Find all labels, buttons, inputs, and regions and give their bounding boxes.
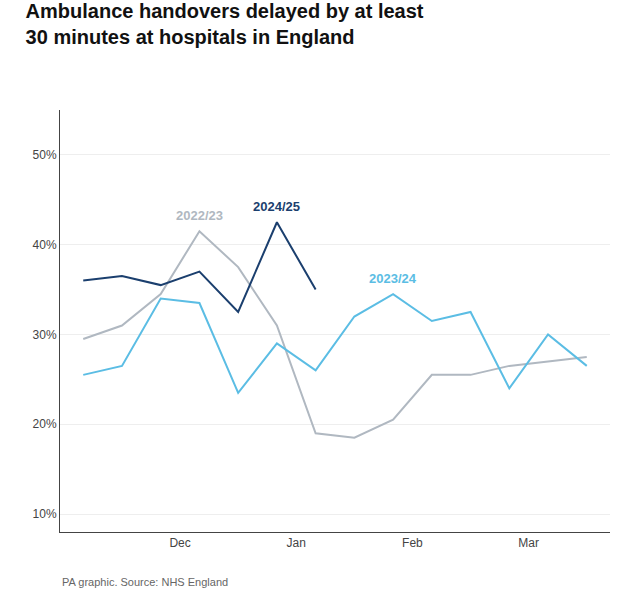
svg-text:20%: 20% bbox=[33, 417, 57, 431]
svg-text:30%: 30% bbox=[33, 328, 57, 342]
svg-text:Feb: Feb bbox=[402, 536, 423, 550]
svg-text:PA graphic. Source: NHS Englan: PA graphic. Source: NHS England bbox=[62, 576, 228, 588]
svg-text:10%: 10% bbox=[33, 507, 57, 521]
svg-text:40%: 40% bbox=[33, 238, 57, 252]
svg-text:Dec: Dec bbox=[169, 536, 190, 550]
svg-text:2024/25: 2024/25 bbox=[253, 199, 300, 214]
svg-text:Mar: Mar bbox=[518, 536, 539, 550]
svg-text:Jan: Jan bbox=[287, 536, 306, 550]
svg-text:Ambulance handovers delayed by: Ambulance handovers delayed by at least3… bbox=[26, 0, 424, 48]
svg-text:50%: 50% bbox=[33, 148, 57, 162]
svg-text:2023/24: 2023/24 bbox=[369, 271, 417, 286]
svg-text:2022/23: 2022/23 bbox=[176, 208, 223, 223]
